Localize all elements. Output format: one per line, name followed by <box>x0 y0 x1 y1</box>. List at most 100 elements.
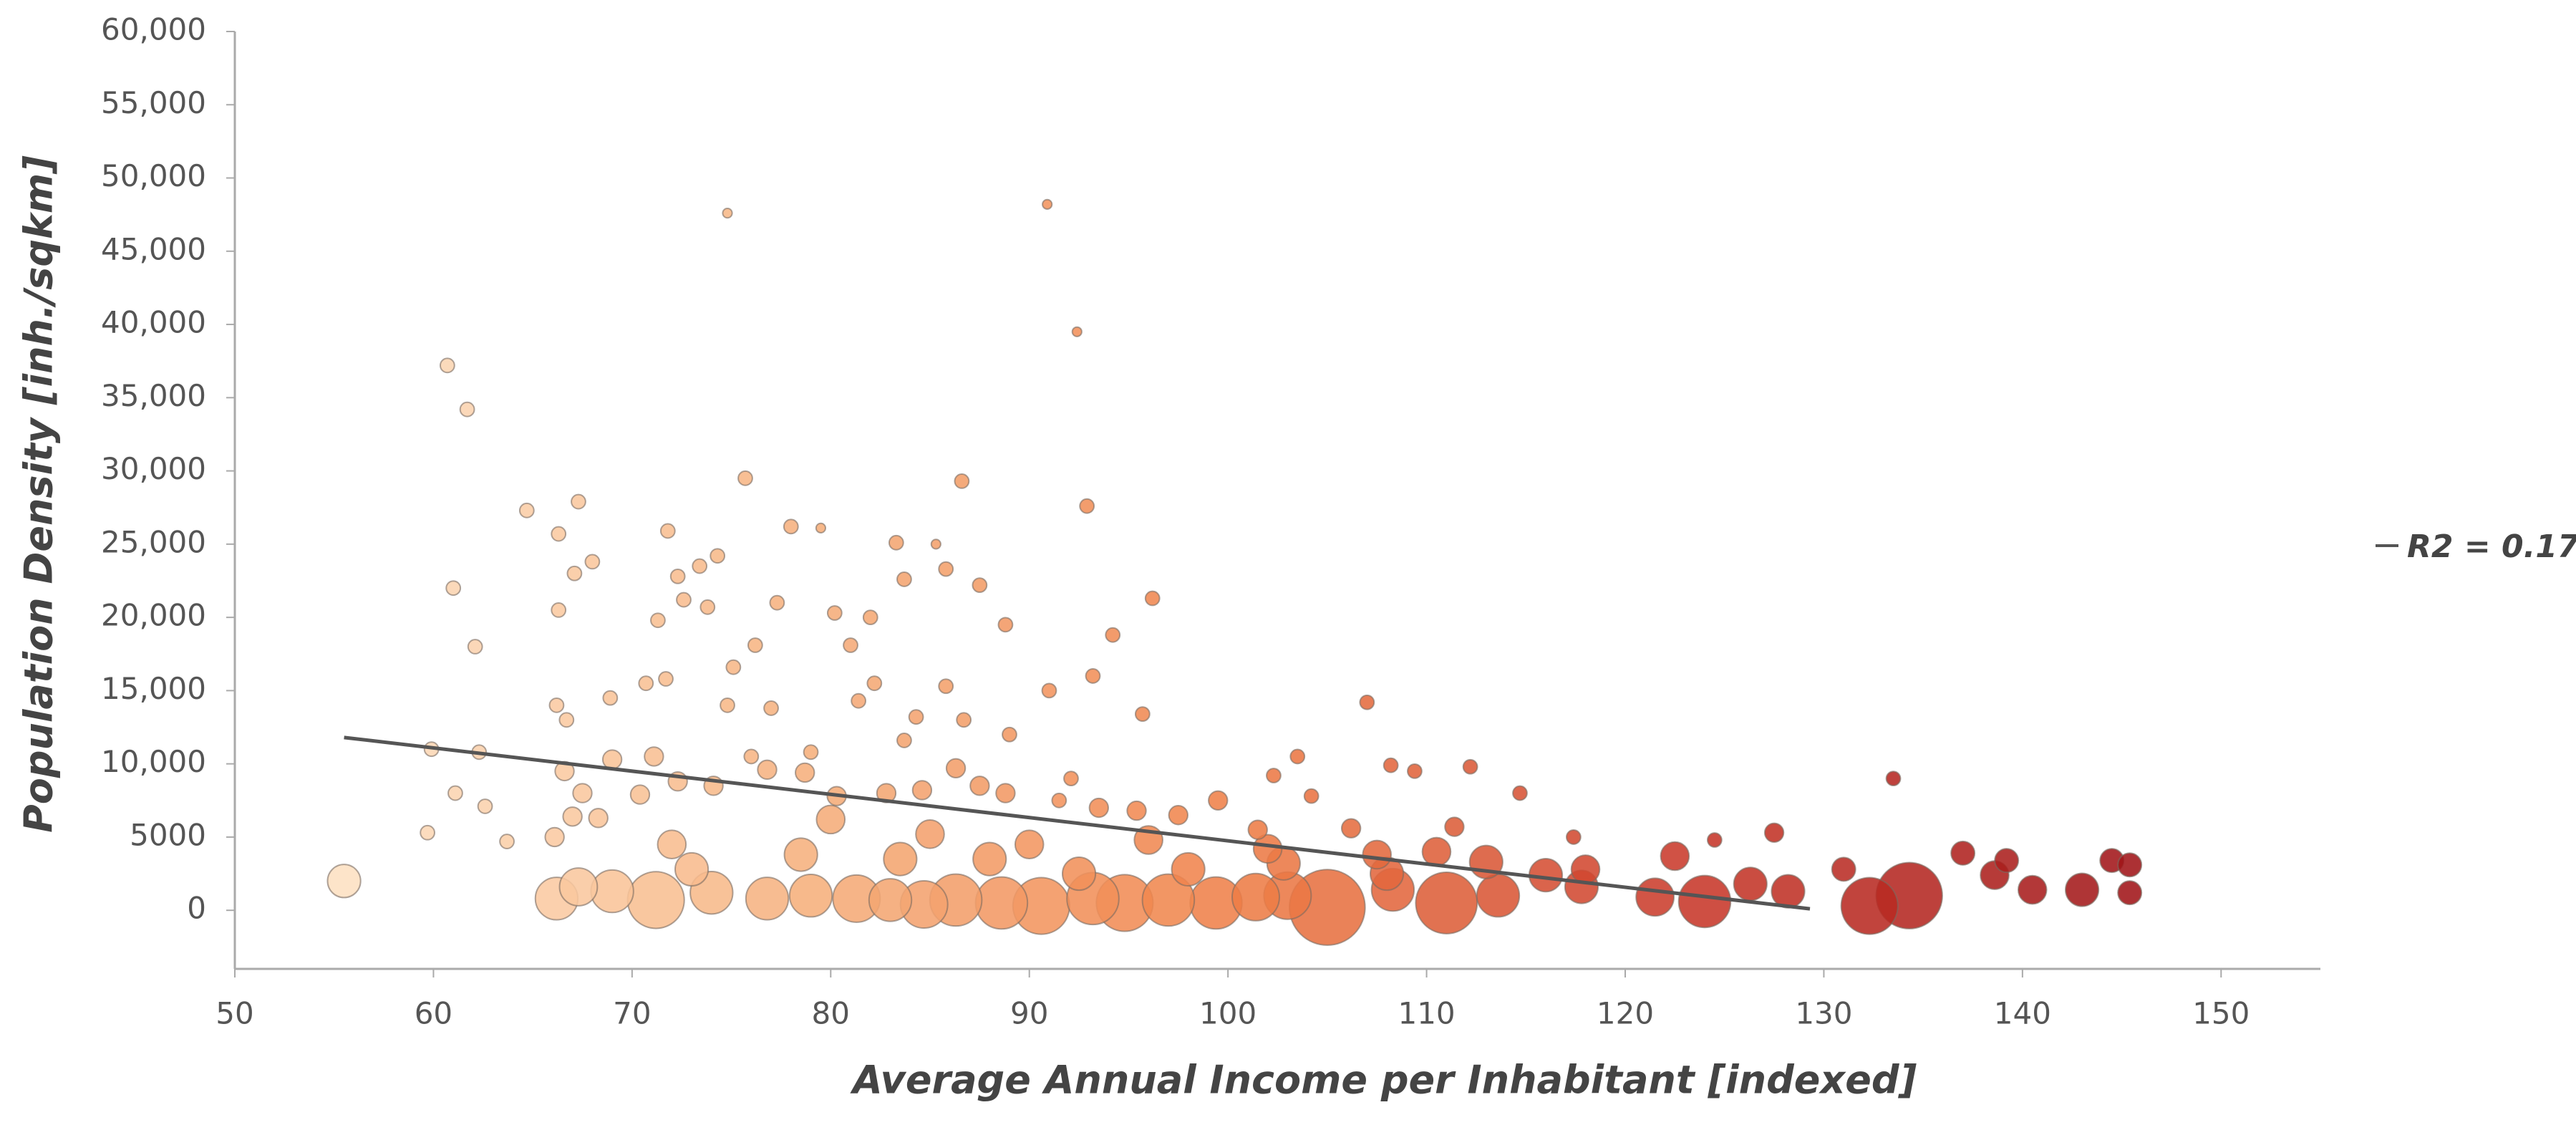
bubble <box>2117 880 2143 906</box>
bubble <box>571 493 586 510</box>
y-tick-label: 50,000 <box>101 158 206 193</box>
bubble <box>699 599 716 615</box>
bubble <box>1476 874 1521 918</box>
bubble <box>1063 771 1079 787</box>
y-tick-label: 0 <box>187 891 206 926</box>
bubble <box>1171 851 1206 887</box>
bubble <box>954 473 970 489</box>
bubble <box>1407 763 1423 779</box>
bubble <box>1303 788 1320 804</box>
bubble <box>956 712 972 728</box>
bubble <box>1565 829 1582 845</box>
bubble <box>626 871 685 930</box>
bubble <box>1247 819 1268 840</box>
bubble <box>826 605 843 621</box>
bubble <box>1362 839 1393 870</box>
bubble <box>326 864 362 899</box>
bubble <box>888 534 904 551</box>
bubble <box>566 565 583 581</box>
bubble <box>558 867 599 907</box>
bubble <box>938 678 954 695</box>
bubble <box>783 837 818 872</box>
bubble <box>657 829 687 859</box>
y-tick-label: 5000 <box>130 817 206 852</box>
bubble <box>1134 706 1151 723</box>
x-tick-label: 60 <box>415 996 452 1031</box>
bubble <box>743 748 760 765</box>
bubble <box>1635 877 1675 917</box>
bubble <box>551 602 567 618</box>
bubble <box>969 776 990 796</box>
bubble <box>737 470 753 486</box>
bubble <box>1415 871 1478 935</box>
bubble <box>862 609 878 626</box>
bubble <box>658 671 674 687</box>
y-tick-label: 20,000 <box>101 598 206 633</box>
legend-label: R2 = 0.17 <box>2407 528 2576 565</box>
bubble <box>896 571 912 587</box>
bubble <box>477 798 493 814</box>
x-tick-label: 90 <box>1010 996 1048 1031</box>
bubble <box>997 617 1014 633</box>
bubble <box>763 700 779 716</box>
bubble <box>908 709 924 725</box>
bubble <box>843 637 858 653</box>
y-tick-label: 15,000 <box>101 671 206 706</box>
bubble <box>1266 768 1282 783</box>
bubble <box>851 692 867 709</box>
bubble <box>447 785 463 801</box>
bubble <box>1208 790 1229 811</box>
bubble <box>1014 829 1045 859</box>
bubble <box>467 639 483 655</box>
bubble <box>629 784 651 805</box>
x-tick-label: 80 <box>812 996 850 1031</box>
bubble <box>674 851 710 887</box>
y-axis-title: Population Density [inh./sqkm] <box>16 155 62 833</box>
bubble <box>1126 800 1147 821</box>
bubble <box>803 744 819 761</box>
y-tick-label: 60,000 <box>101 12 206 47</box>
bubble <box>1570 854 1601 884</box>
bubble <box>1733 866 1768 902</box>
bubble <box>1085 668 1101 684</box>
trendline <box>344 735 1811 911</box>
bubble <box>1771 874 1806 909</box>
bubble <box>1041 682 1057 699</box>
bubble <box>1512 785 1528 801</box>
y-tick-label: 25,000 <box>101 524 206 559</box>
bubble <box>1168 805 1188 826</box>
bubble <box>1994 848 2020 874</box>
bubble <box>1462 758 1478 775</box>
bubble <box>692 558 708 574</box>
bubble <box>815 522 827 533</box>
bubble <box>1660 841 1690 871</box>
bubble <box>676 592 692 608</box>
x-tick-label: 100 <box>1199 996 1256 1031</box>
bubble <box>995 783 1016 803</box>
y-tick-label: 10,000 <box>101 744 206 779</box>
bubble <box>499 834 515 849</box>
bubble <box>1763 822 1785 843</box>
bubble <box>722 208 733 219</box>
bubble <box>2017 874 2048 905</box>
x-tick-label: 150 <box>2192 996 2250 1031</box>
bubble <box>669 568 686 584</box>
bubble <box>1359 694 1375 710</box>
bubble <box>1885 771 1902 787</box>
bubble <box>588 808 609 829</box>
bubble <box>1383 757 1399 773</box>
bubble <box>1840 877 1899 935</box>
bubble <box>602 690 619 706</box>
bubble <box>788 874 833 918</box>
bubble <box>1088 797 1110 819</box>
x-tick-label: 50 <box>216 996 253 1031</box>
bubble <box>745 877 790 921</box>
bubble <box>896 733 912 748</box>
bubble <box>720 697 735 713</box>
bubble <box>1231 872 1280 922</box>
bubble <box>1706 832 1723 848</box>
y-tick-label: 35,000 <box>101 378 206 413</box>
y-tick-label: 45,000 <box>101 231 206 266</box>
bubble <box>868 878 913 922</box>
